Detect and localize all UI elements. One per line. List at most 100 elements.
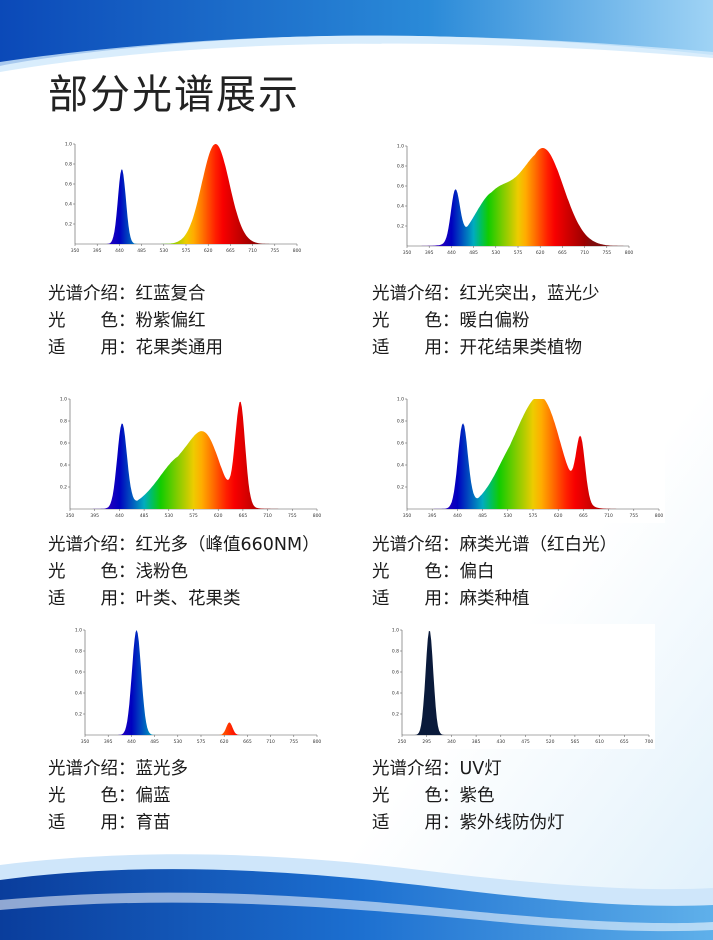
page-title: 部分光谱展示 [48, 72, 300, 118]
spectrum-svg: 350 395 440 485 530 575 620 665 710 755 800 0.2 0.4 0… [65, 142, 302, 255]
color-value: 偏蓝 [135, 786, 171, 806]
x-tick-label: 485 [478, 513, 487, 519]
x-tick-label: 620 [554, 513, 563, 519]
color-value: 偏白 [459, 562, 495, 582]
x-tick-label: 485 [150, 739, 159, 745]
x-tick-label: 530 [165, 513, 174, 519]
x-tick-label: 530 [492, 250, 501, 256]
usage-label: 适 用： [48, 813, 136, 833]
spectrum-svg: 350 395 440 485 530 575 620 665 710 755 800 0.2 0.4 0… [397, 397, 664, 520]
x-tick-label: 800 [293, 248, 302, 254]
y-tick-label: 0.4 [60, 463, 67, 469]
spectrum-area [75, 144, 297, 244]
x-tick-label: 665 [558, 250, 567, 256]
x-tick-label: 395 [93, 248, 102, 254]
x-tick-label: 620 [214, 513, 223, 519]
color-label: 光 色： [48, 786, 136, 806]
x-tick-label: 620 [204, 248, 213, 254]
y-tick-label: 0.4 [392, 691, 399, 697]
x-tick-label: 710 [248, 248, 257, 254]
x-tick-label: 485 [469, 250, 478, 256]
x-tick-label: 440 [115, 513, 124, 519]
spectrum-area [407, 148, 629, 246]
color-label: 光 色： [372, 562, 460, 582]
usage-value: 花果类通用 [135, 338, 224, 358]
x-tick-label: 340 [447, 739, 456, 745]
spectrum-svg: 350 395 440 485 530 575 620 665 710 755 800 0.2 0.4 0… [75, 628, 322, 746]
x-tick-label: 575 [182, 248, 191, 254]
x-tick-label: 520 [546, 739, 555, 745]
x-tick-label: 440 [127, 739, 136, 745]
x-tick-label: 575 [197, 739, 206, 745]
usage-value: 开花结果类植物 [459, 338, 583, 358]
x-tick-label: 395 [104, 739, 113, 745]
y-tick-label: 0.2 [397, 224, 404, 230]
y-tick-label: 0.2 [392, 712, 399, 718]
intro-label: 光谱介绍： [48, 535, 136, 555]
x-tick-label: 800 [625, 250, 634, 256]
y-tick-label: 1.0 [60, 397, 67, 403]
x-tick-label: 395 [90, 513, 99, 519]
y-tick-label: 0.6 [397, 184, 404, 190]
color-label: 光 色： [372, 311, 460, 331]
x-tick-label: 620 [220, 739, 229, 745]
usage-value: 叶类、花果类 [135, 589, 241, 609]
x-tick-label: 655 [620, 739, 629, 745]
y-tick-label: 0.2 [397, 485, 404, 491]
x-tick-label: 800 [313, 739, 322, 745]
spectrum-area [85, 630, 317, 735]
usage-value: 紫外线防伪灯 [459, 813, 565, 833]
y-tick-label: 0.4 [397, 204, 404, 210]
x-tick-label: 430 [497, 739, 506, 745]
y-tick-label: 0.6 [392, 670, 399, 676]
x-tick-label: 620 [536, 250, 545, 256]
x-tick-label: 575 [189, 513, 198, 519]
spectrum-info: 光谱介绍：UV灯 光 色：紫色 适 用：紫外线防伪灯 [372, 756, 565, 837]
usage-value: 麻类种植 [459, 589, 530, 609]
x-tick-label: 395 [425, 250, 434, 256]
y-tick-label: 0.8 [397, 419, 404, 425]
x-tick-label: 440 [447, 250, 456, 256]
x-tick-label: 250 [398, 739, 407, 745]
usage-label: 适 用： [372, 589, 460, 609]
usage-label: 适 用： [48, 338, 136, 358]
y-tick-label: 1.0 [397, 397, 404, 403]
intro-value: 红光突出，蓝光少 [459, 284, 600, 304]
y-tick-label: 1.0 [75, 628, 82, 634]
x-tick-label: 485 [140, 513, 149, 519]
x-tick-label: 710 [580, 250, 589, 256]
x-tick-label: 295 [422, 739, 431, 745]
x-tick-label: 350 [81, 739, 90, 745]
spectrum-chart: 350 395 440 485 530 575 620 665 710 755 800 0.2 0.4 0… [395, 393, 665, 523]
spectrum-area [70, 401, 317, 509]
color-label: 光 色： [372, 786, 460, 806]
spectrum-info: 光谱介绍：蓝光多 光 色：偏蓝 适 用：育苗 [48, 756, 188, 837]
y-tick-label: 1.0 [65, 142, 72, 148]
usage-label: 适 用： [48, 589, 136, 609]
spectrum-svg: 250 295 340 385 430 475 520 565 610 655 700 0.2 0.4 0… [392, 628, 654, 746]
y-tick-label: 0.8 [392, 649, 399, 655]
spectrum-chart: 350 395 440 485 530 575 620 665 710 755 800 0.2 0.4 0… [58, 393, 323, 523]
intro-label: 光谱介绍： [372, 535, 460, 555]
color-label: 光 色： [48, 562, 136, 582]
y-tick-label: 0.8 [75, 649, 82, 655]
intro-label: 光谱介绍： [372, 284, 460, 304]
y-tick-label: 0.6 [397, 441, 404, 447]
x-tick-label: 575 [529, 513, 538, 519]
spectrum-chart: 350 395 440 485 530 575 620 665 710 755 800 0.2 0.4 0… [73, 624, 323, 749]
x-tick-label: 440 [115, 248, 124, 254]
x-tick-label: 710 [266, 739, 275, 745]
x-tick-label: 755 [603, 250, 612, 256]
x-tick-label: 800 [313, 513, 322, 519]
y-tick-label: 1.0 [397, 144, 404, 150]
x-tick-label: 385 [472, 739, 481, 745]
color-value: 粉紫偏红 [135, 311, 206, 331]
color-value: 紫色 [459, 786, 495, 806]
y-tick-label: 0.4 [65, 202, 72, 208]
x-tick-label: 755 [271, 248, 280, 254]
spectrum-info: 光谱介绍：红光多（峰值660NM） 光 色：浅粉色 适 用：叶类、花果类 [48, 532, 320, 613]
usage-value: 育苗 [135, 813, 171, 833]
x-tick-label: 755 [630, 513, 639, 519]
x-tick-label: 485 [137, 248, 146, 254]
usage-label: 适 用： [372, 338, 460, 358]
